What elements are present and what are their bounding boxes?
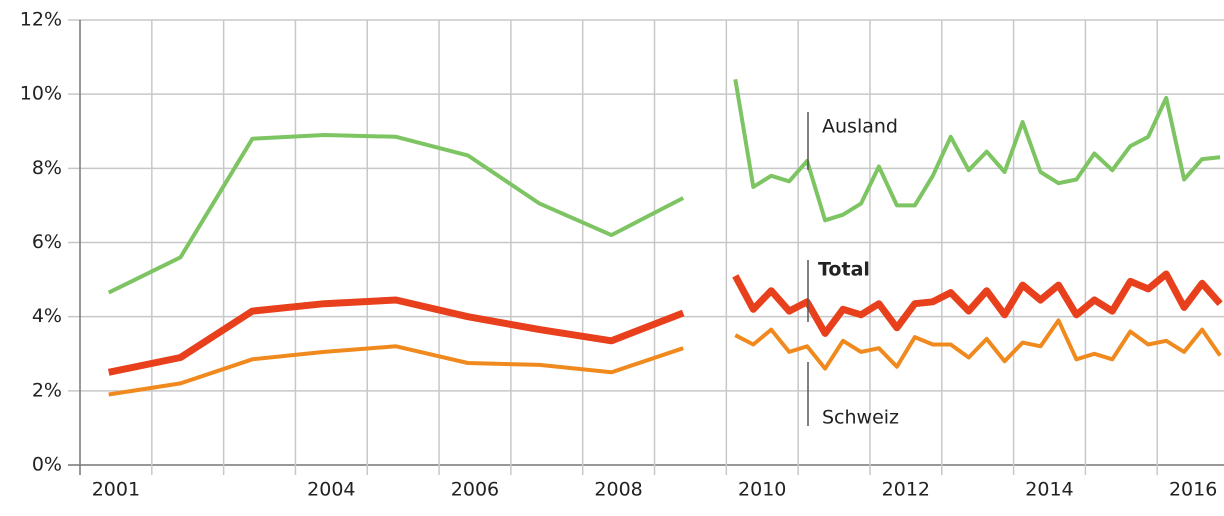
y-tick-label: 4%: [32, 305, 62, 327]
series-label: Ausland: [822, 116, 898, 138]
y-tick-label: 10%: [20, 83, 62, 105]
y-tick-label: 12%: [20, 9, 62, 31]
line: [107, 270, 1223, 376]
y-tick-label: 2%: [32, 379, 62, 401]
x-tick-label: 2001: [92, 479, 140, 501]
x-tick-label: 2012: [882, 479, 930, 501]
y-tick-label: 0%: [32, 454, 62, 476]
line: [108, 318, 1222, 397]
x-tick-label: 2016: [1169, 479, 1217, 501]
x-tick-label: 2006: [451, 479, 499, 501]
y-tick-label: 6%: [32, 231, 62, 253]
x-tick-label: 2004: [307, 479, 355, 501]
line: [107, 78, 1221, 295]
series-label: Schweiz: [822, 407, 899, 429]
y-tick-label: 8%: [32, 157, 62, 179]
x-tick-label: 2008: [594, 479, 642, 501]
series-label: Total: [818, 259, 870, 281]
lines: [107, 78, 1223, 397]
x-tick-label: 2010: [738, 479, 786, 501]
x-tick-label: 2014: [1025, 479, 1073, 501]
grid: [68, 19, 1224, 475]
